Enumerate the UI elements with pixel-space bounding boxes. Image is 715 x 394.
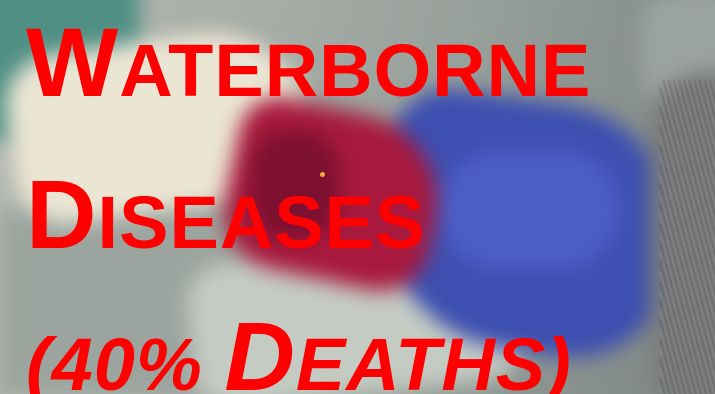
headline-line-3-open: (40% <box>26 323 225 394</box>
blue-fabric-highlight <box>440 150 620 270</box>
headline-line-2-initial: D <box>26 160 98 269</box>
headline-line-3-rest: eaths) <box>295 323 572 394</box>
small-orange-dot <box>320 172 325 177</box>
red-fabric-shadow <box>250 130 340 240</box>
headline-line-1-initial: W <box>26 8 120 117</box>
headline-line-3: (40% Deaths) <box>26 308 572 394</box>
headline-line-2-rest: iseases <box>97 181 426 264</box>
headline-line-2: Diseases <box>26 166 425 264</box>
headline-line-1: Waterborne <box>26 14 591 112</box>
fur-texture <box>660 80 715 394</box>
headline-line-3-initial: D <box>224 302 296 394</box>
grey-fur <box>650 70 715 394</box>
headline-line-1-rest: aterborne <box>119 29 592 112</box>
